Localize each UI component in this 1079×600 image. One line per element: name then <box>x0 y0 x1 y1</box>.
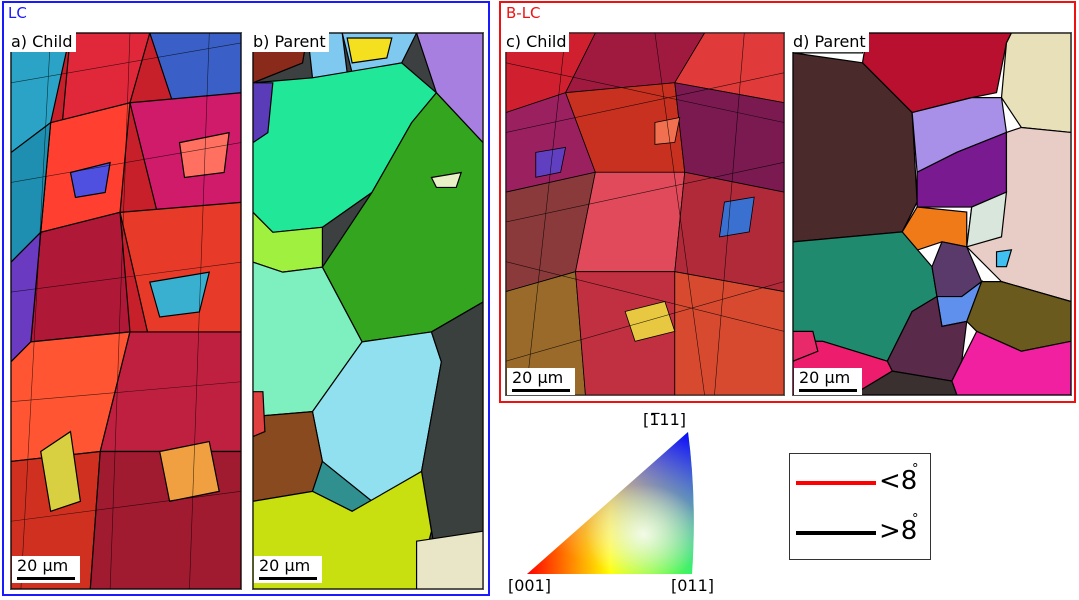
scalebar-c: 20 µm <box>507 368 575 395</box>
lc-group-frame <box>2 1 490 596</box>
scalebar-b: 20 µm <box>254 556 322 583</box>
blc-group-frame <box>499 1 1076 403</box>
ipf-triangle-svg <box>527 432 694 574</box>
ipf-label-001: [001] <box>508 576 552 595</box>
scalebar-d: 20 µm <box>794 368 862 395</box>
map-a-child <box>10 32 242 590</box>
legend-high-angle-label: >8 <box>879 516 918 546</box>
scalebar-a: 20 µm <box>12 556 80 583</box>
lc-group-label: LC <box>8 4 27 22</box>
ipf-label-011: [011] <box>671 576 715 595</box>
panel-a-title: a) Child <box>8 32 76 52</box>
scalebar-d-bar <box>799 389 857 392</box>
scalebar-b-label: 20 µm <box>259 556 311 575</box>
panel-b-title: b) Parent <box>250 32 329 52</box>
ipf-triangle-white-layer <box>527 432 694 574</box>
ipf-label-111: [1̅11] <box>643 410 687 429</box>
scalebar-b-bar <box>259 577 317 580</box>
legend-low-angle-line <box>796 481 876 485</box>
scalebar-d-label: 20 µm <box>799 368 851 387</box>
legend-high-angle-line <box>796 531 876 535</box>
scalebar-a-label: 20 µm <box>17 556 69 575</box>
legend-high-angle-degree: ° <box>912 512 919 527</box>
boundary-legend: <8 ° >8 ° <box>789 453 931 560</box>
legend-low-angle-label: <8 <box>879 466 918 496</box>
scalebar-c-bar <box>512 389 570 392</box>
map-d-parent <box>792 32 1072 396</box>
map-c-child <box>505 32 785 396</box>
blc-group-label: B-LC <box>506 4 541 22</box>
panel-d-title: d) Parent <box>790 32 869 52</box>
scalebar-c-label: 20 µm <box>512 368 564 387</box>
legend-low-angle-degree: ° <box>912 462 919 477</box>
scalebar-a-bar <box>17 577 75 580</box>
map-b-parent <box>252 32 484 590</box>
ipf-color-key <box>525 430 695 576</box>
panel-c-title: c) Child <box>503 32 570 52</box>
